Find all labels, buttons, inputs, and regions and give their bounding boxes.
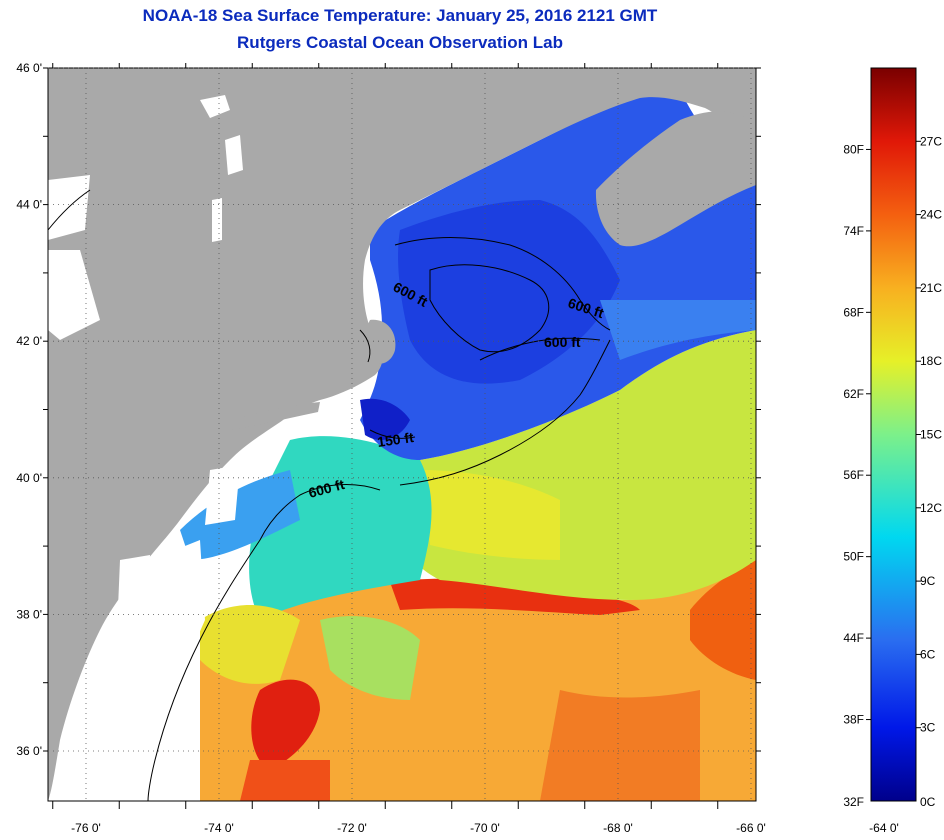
colorbar-f-label: 32F <box>843 795 864 809</box>
colorbar-gradient <box>870 67 917 802</box>
lon-label: -64 0' <box>869 821 899 835</box>
colorbar-c-label: 18C <box>920 354 942 368</box>
colorbar-c-label: 3C <box>920 721 936 735</box>
colorbar-c-label: 24C <box>920 208 942 222</box>
map-frame <box>47 67 757 802</box>
bathymetry-contours <box>48 189 611 801</box>
lat-label: 38 0' <box>16 607 42 621</box>
lon-label: -68 0' <box>603 821 633 835</box>
colorbar-f-label: 80F <box>843 142 864 156</box>
colorbar-f-label: 74F <box>843 224 864 238</box>
lon-label: -70 0' <box>470 821 500 835</box>
contour-label: 600 ft <box>544 334 581 350</box>
lat-label: 44 0' <box>16 198 42 212</box>
mid-water-region <box>180 330 756 700</box>
lon-label: -72 0' <box>337 821 367 835</box>
lat-label: 46 0' <box>16 61 42 75</box>
map-ticks <box>43 63 761 809</box>
colorbar-f-label: 50F <box>843 550 864 564</box>
colorbar-c-label: 0C <box>920 795 936 809</box>
colorbar-c-label: 15C <box>920 428 942 442</box>
lon-label: -74 0' <box>204 821 234 835</box>
map-field <box>48 68 756 801</box>
colorbar-f-label: 38F <box>843 713 864 727</box>
colorbar-fahrenheit-labels: 80F 74F 68F 62F 56F 50F 44F 38F 32F <box>843 142 871 809</box>
colorbar-celsius-labels: 27C 24C 21C 18C 15C 12C 9C 6C 3C 0C <box>916 134 942 809</box>
colorbar-c-label: 21C <box>920 281 942 295</box>
lon-label: -66 0' <box>736 821 766 835</box>
longitude-labels: -76 0' -74 0' -72 0' -70 0' -68 0' -66 0' -64 … <box>71 821 899 835</box>
lon-label: -76 0' <box>71 821 101 835</box>
latitude-labels: 46 0' 44 0' 42 0' 40 0' 38 0' 36 0' <box>16 61 42 758</box>
colorbar-f-label: 56F <box>843 468 864 482</box>
colorbar-f-label: 68F <box>843 305 864 319</box>
lat-label: 40 0' <box>16 471 42 485</box>
contour-label: 150 ft <box>376 429 415 450</box>
colorbar-f-label: 62F <box>843 387 864 401</box>
colorbar-f-label: 44F <box>843 631 864 645</box>
colorbar: 80F 74F 68F 62F 56F 50F 44F 38F 32F 27C 24C 21C 18C… <box>843 67 942 809</box>
land-mainland <box>48 68 756 801</box>
colorbar-c-label: 6C <box>920 647 936 661</box>
lat-label: 42 0' <box>16 334 42 348</box>
map-subtitle: Rutgers Coastal Ocean Observation Lab <box>237 33 563 52</box>
lat-label: 36 0' <box>16 744 42 758</box>
map-title: NOAA-18 Sea Surface Temperature: January… <box>142 6 658 25</box>
colorbar-c-label: 12C <box>920 501 942 515</box>
colorbar-c-label: 9C <box>920 574 936 588</box>
colorbar-c-label: 27C <box>920 134 942 148</box>
